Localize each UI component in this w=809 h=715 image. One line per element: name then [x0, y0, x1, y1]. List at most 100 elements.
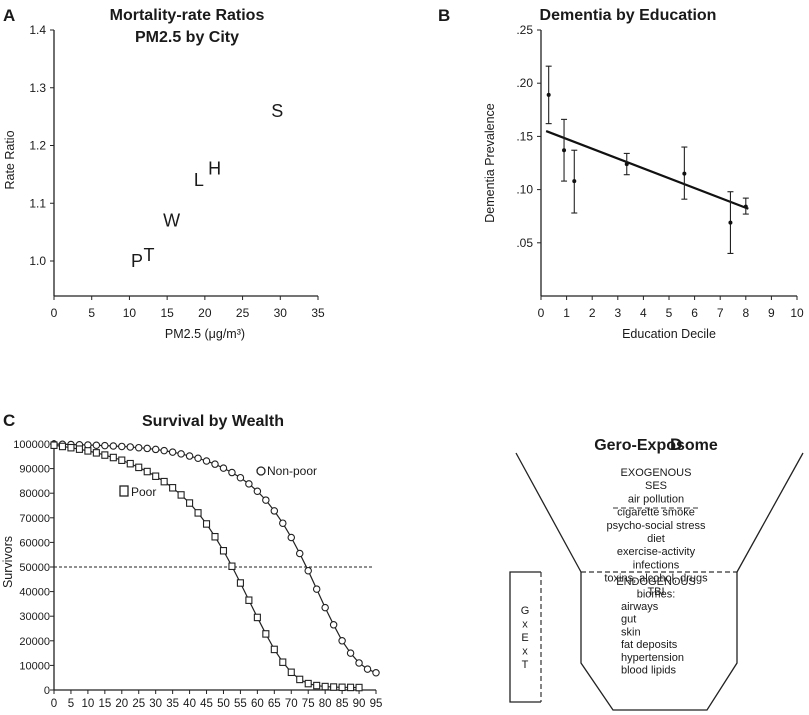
chart-b-xtick-label: 4 — [640, 306, 647, 320]
chart-c-series-poor-marker — [92, 449, 100, 457]
exogenous-item: EXOGENOUS — [621, 467, 692, 479]
chart-c-series-non-poor-marker — [321, 603, 329, 612]
chart-c-series-non-poor-marker — [151, 445, 160, 454]
panel-label-b: B — [438, 6, 450, 25]
chart-c-series-poor-marker — [279, 658, 287, 666]
endogenous-item: hypertension — [621, 652, 684, 664]
chart-c-series-poor-marker — [321, 682, 329, 691]
chart-c-series-poor-marker — [135, 463, 143, 472]
chart-c-ytick-label: 30000 — [19, 611, 50, 623]
chart-a-ytick-label: 1.2 — [29, 139, 46, 153]
chart-c-xtick-label: 55 — [234, 698, 247, 710]
legend-poor-label: Poor — [131, 485, 156, 499]
chart-a-point-h: H — [208, 159, 221, 179]
chart-c-series-poor-marker — [219, 547, 228, 555]
chart-b-xlabel: Education Decile — [622, 327, 716, 341]
exogenous-item: SES — [645, 480, 667, 492]
chart-c-ytick-label: 90000 — [19, 464, 50, 476]
chart-b-ytick-label: .15 — [516, 129, 533, 143]
gxe-letter: T — [522, 659, 529, 671]
chart-b-xtick-label: 7 — [717, 306, 724, 320]
chart-c-xtick-label: 95 — [370, 698, 383, 710]
chart-c-series-non-poor-marker — [219, 464, 228, 472]
chart-a-xtick-label: 0 — [51, 306, 58, 320]
chart-b-point — [572, 179, 577, 184]
exogenous-item: toxins, alcohol, drugs — [604, 573, 708, 585]
chart-b-ylabel: Dementia Prevalence — [483, 103, 497, 223]
chart-b-point — [562, 148, 567, 153]
chart-c-xtick-label: 10 — [81, 698, 94, 710]
chart-c-ytick-label: 80000 — [19, 488, 50, 500]
chart-c-ytick-label: 10000 — [19, 660, 50, 672]
chart-c-series-poor-marker — [177, 491, 185, 499]
chart-c-series-poor-marker — [118, 456, 126, 464]
chart-b-ytick-label: .20 — [516, 76, 533, 90]
chart-c-ytick-label: 20000 — [19, 636, 50, 648]
chart-c-xtick-label: 35 — [166, 698, 179, 710]
chart-a-xtick-label: 5 — [88, 306, 95, 320]
chart-b-point — [682, 171, 687, 176]
chart-c-series-non-poor-marker — [355, 659, 363, 667]
chart-c-series-poor-marker — [338, 683, 346, 692]
chart-c-series-non-poor-marker — [304, 566, 312, 575]
chart-c-series-non-poor-marker — [253, 487, 262, 495]
endogenous-item: airways — [621, 601, 659, 613]
chart-b-point — [743, 204, 748, 209]
gxe-letter: G — [521, 605, 530, 617]
chart-a-xtick-label: 35 — [311, 306, 325, 320]
chart-c-xtick-label: 90 — [353, 698, 366, 710]
chart-c-series-non-poor-marker — [279, 519, 287, 527]
panel-label-d: D — [670, 435, 682, 454]
chart-b-point — [624, 162, 629, 167]
chart-c-xtick-label: 45 — [200, 698, 213, 710]
chart-c-ytick-label: 60000 — [19, 537, 50, 549]
chart-b-xtick-label: 9 — [768, 306, 775, 320]
chart-c-series-non-poor-marker — [295, 549, 304, 558]
chart-c-xtick-label: 70 — [285, 698, 298, 710]
chart-c-series-non-poor-marker — [338, 637, 346, 645]
endogenous-item: fat deposits — [621, 639, 678, 651]
endogenous-item: blood lipids — [621, 665, 677, 677]
chart-c-series-non-poor-marker — [177, 450, 185, 458]
chart-b-ytick-label: .25 — [516, 23, 533, 37]
chart-c-series-poor-marker — [152, 472, 160, 480]
chart-c-series-non-poor-marker — [118, 442, 126, 451]
chart-c-series-poor-marker — [262, 630, 270, 638]
gxe-letter: x — [522, 619, 528, 631]
chart-c-series-poor-marker — [202, 520, 211, 528]
endogenous-container — [580, 572, 738, 711]
exogenous-item: exercise-activity — [617, 546, 696, 558]
chart-c-series-poor-marker — [270, 645, 278, 654]
chart-a-xtick-label: 15 — [160, 306, 174, 320]
chart-a-point-s: S — [271, 101, 283, 121]
chart-c-series-poor-marker — [245, 596, 253, 604]
chart-b-trend-line — [545, 130, 749, 210]
endogenous-header: ENDOGENOUS — [616, 576, 695, 588]
chart-c-xtick-label: 5 — [68, 698, 74, 710]
chart-c-xtick-label: 85 — [336, 698, 349, 710]
chart-c-xtick-label: 20 — [115, 698, 128, 710]
chart-a-xtick-label: 25 — [236, 306, 250, 320]
chart-c-series-poor-marker — [109, 453, 117, 462]
chart-c-series-poor-marker — [143, 467, 151, 476]
gxe-box-outline — [509, 571, 541, 703]
chart-c-series-non-poor-marker — [109, 442, 118, 450]
chart-c-xtick-label: 0 — [51, 698, 57, 710]
chart-c-series-poor-marker — [236, 579, 244, 587]
chart-c-series-non-poor-marker — [245, 480, 253, 488]
chart-c-series-poor-marker — [67, 443, 75, 452]
chart-a-ytick-label: 1.4 — [29, 23, 46, 37]
chart-c-xtick-label: 65 — [268, 698, 281, 710]
chart-a-xtick-label: 30 — [274, 306, 288, 320]
chart-c-series-non-poor-marker — [346, 649, 355, 657]
chart-c-series-non-poor-marker — [134, 443, 143, 452]
chart-b-title: Dementia by Education — [540, 7, 717, 24]
legend-non-poor: Non-poor — [256, 464, 317, 478]
endogenous-header: biomes: — [637, 589, 676, 601]
panel-label-c: C — [3, 411, 15, 430]
chart-a-point-w: W — [163, 211, 180, 231]
exogenous-item: psycho-social stress — [606, 520, 706, 532]
chart-c-series-poor-marker — [101, 451, 109, 459]
